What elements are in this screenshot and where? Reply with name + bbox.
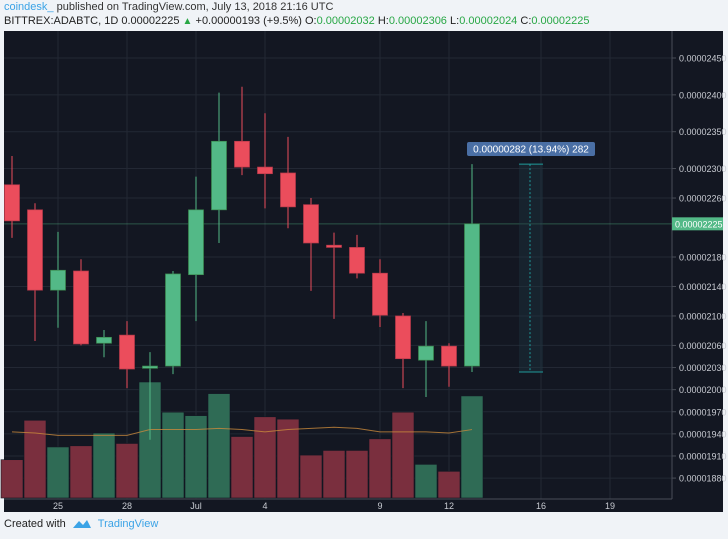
time-axis[interactable]: 25 28 Jul 4 9 12 16 19: [53, 501, 615, 511]
candles: [4, 86, 480, 440]
candle-body: [418, 345, 434, 361]
volume-bar: [368, 438, 392, 499]
candle-body: [27, 209, 43, 291]
y-tick-label: 0.00002400: [679, 90, 727, 100]
candle-body: [395, 315, 411, 360]
candle-body: [441, 345, 457, 367]
y-tick-label: 0.00002260: [679, 194, 727, 204]
volume-bar: [230, 436, 254, 499]
candle-body: [50, 269, 66, 291]
volume-bar: [322, 450, 346, 499]
high-label: H:: [377, 15, 389, 27]
candle-body: [188, 209, 204, 276]
x-tick-label: 4: [262, 501, 267, 511]
low-value: 0.00002024: [459, 15, 518, 27]
open-value: 0.00002032: [316, 15, 375, 27]
y-tick-label: 0.00002300: [679, 164, 727, 174]
low-label: L:: [450, 15, 460, 27]
y-tick-label: 0.00002060: [679, 341, 727, 351]
volume-bar: [184, 415, 208, 499]
y-tick-label: 0.00002100: [679, 311, 727, 321]
y-tick-label: 0.00001880: [679, 474, 727, 484]
x-tick-label: 19: [605, 501, 615, 511]
x-tick-label: 9: [377, 501, 382, 511]
candle-body: [142, 365, 158, 369]
candle-body: [4, 184, 20, 222]
y-tick-label: 0.00002350: [679, 127, 727, 137]
price-change: +0.00000193 (+9.5%): [195, 15, 302, 27]
symbol-line: BITTREX:ADABTC, 1D 0.00002225 ▲ +0.00000…: [4, 15, 590, 27]
volume-bar: [0, 459, 24, 499]
y-tick-label: 0.00002140: [679, 282, 727, 292]
volume-bar: [253, 416, 277, 499]
last-price-badge: [672, 217, 723, 231]
volume-bar: [345, 450, 369, 499]
symbol-label: BITTREX:ADABTC, 1D: [4, 15, 119, 27]
x-tick-label: 25: [53, 501, 63, 511]
publish-line: coindesk_ published on TradingView.com, …: [4, 1, 333, 13]
footer: Created with TradingView: [4, 518, 158, 530]
volume-bar: [276, 418, 300, 499]
volume-bars: [0, 381, 484, 499]
candle-body: [280, 172, 296, 208]
candle-body: [96, 336, 112, 344]
volume-ma-line: [11, 426, 473, 436]
measure-label: 0.00000282 (13.94%) 282: [473, 145, 589, 156]
candle-body: [326, 244, 342, 248]
candle-body: [349, 247, 365, 274]
candle-body: [303, 204, 319, 244]
close-value: 0.00002225: [531, 15, 590, 27]
candle-body: [119, 334, 135, 370]
candle-body: [257, 166, 273, 175]
volume-bar: [69, 445, 93, 499]
y-tick-label: 0.00001910: [679, 451, 727, 461]
x-tick-label: 28: [122, 501, 132, 511]
measure-label-box: [467, 142, 595, 156]
published-text: published on TradingView.com, July 13, 2…: [56, 1, 334, 13]
candle-body: [165, 273, 181, 367]
volume-bar: [23, 419, 47, 499]
volume-bar: [46, 446, 70, 499]
volume-bar: [414, 464, 438, 499]
high-value: 0.00002306: [388, 15, 447, 27]
last-price: 0.00002225: [121, 15, 180, 27]
volume-bar: [207, 393, 231, 499]
created-with-text: Created with: [4, 518, 66, 530]
volume-bar: [391, 411, 415, 499]
grid: [4, 31, 672, 499]
close-label: C:: [520, 15, 532, 27]
x-tick-label: 12: [444, 501, 454, 511]
y-tick-label: 0.00002030: [679, 363, 727, 373]
tradingview-logo-icon: [72, 520, 91, 528]
volume-bar: [115, 443, 139, 499]
y-tick-label: 0.00002180: [679, 252, 727, 262]
open-label: O:: [305, 15, 317, 27]
candle-body: [73, 270, 89, 345]
measure-range: [519, 164, 543, 372]
author-link[interactable]: coindesk_: [4, 1, 54, 13]
x-tick-label: 16: [536, 501, 546, 511]
up-arrow-icon: ▲: [182, 16, 193, 27]
candle-body: [372, 272, 388, 316]
candle-body: [464, 223, 480, 367]
price-axis[interactable]: 0.00002450 0.00002400 0.00002350 0.00002300…: [672, 54, 727, 484]
candle-body: [234, 140, 250, 168]
candle-body: [211, 140, 227, 211]
tradingview-link[interactable]: TradingView: [97, 518, 159, 530]
y-tick-label: 0.00001970: [679, 407, 727, 417]
volume-bar: [161, 411, 185, 499]
volume-bar: [460, 395, 484, 499]
x-tick-label: Jul: [190, 501, 202, 511]
y-tick-label: 0.00002000: [679, 385, 727, 395]
volume-bar: [437, 471, 461, 499]
volume-bar: [299, 454, 323, 499]
y-tick-label: 0.00002450: [679, 54, 727, 64]
y-tick-label: 0.00001940: [679, 429, 727, 439]
volume-bar: [92, 432, 116, 499]
measure-tool[interactable]: 0.00000282 (13.94%) 282: [467, 142, 595, 373]
last-price-badge-label: 0.00002225: [675, 219, 723, 229]
